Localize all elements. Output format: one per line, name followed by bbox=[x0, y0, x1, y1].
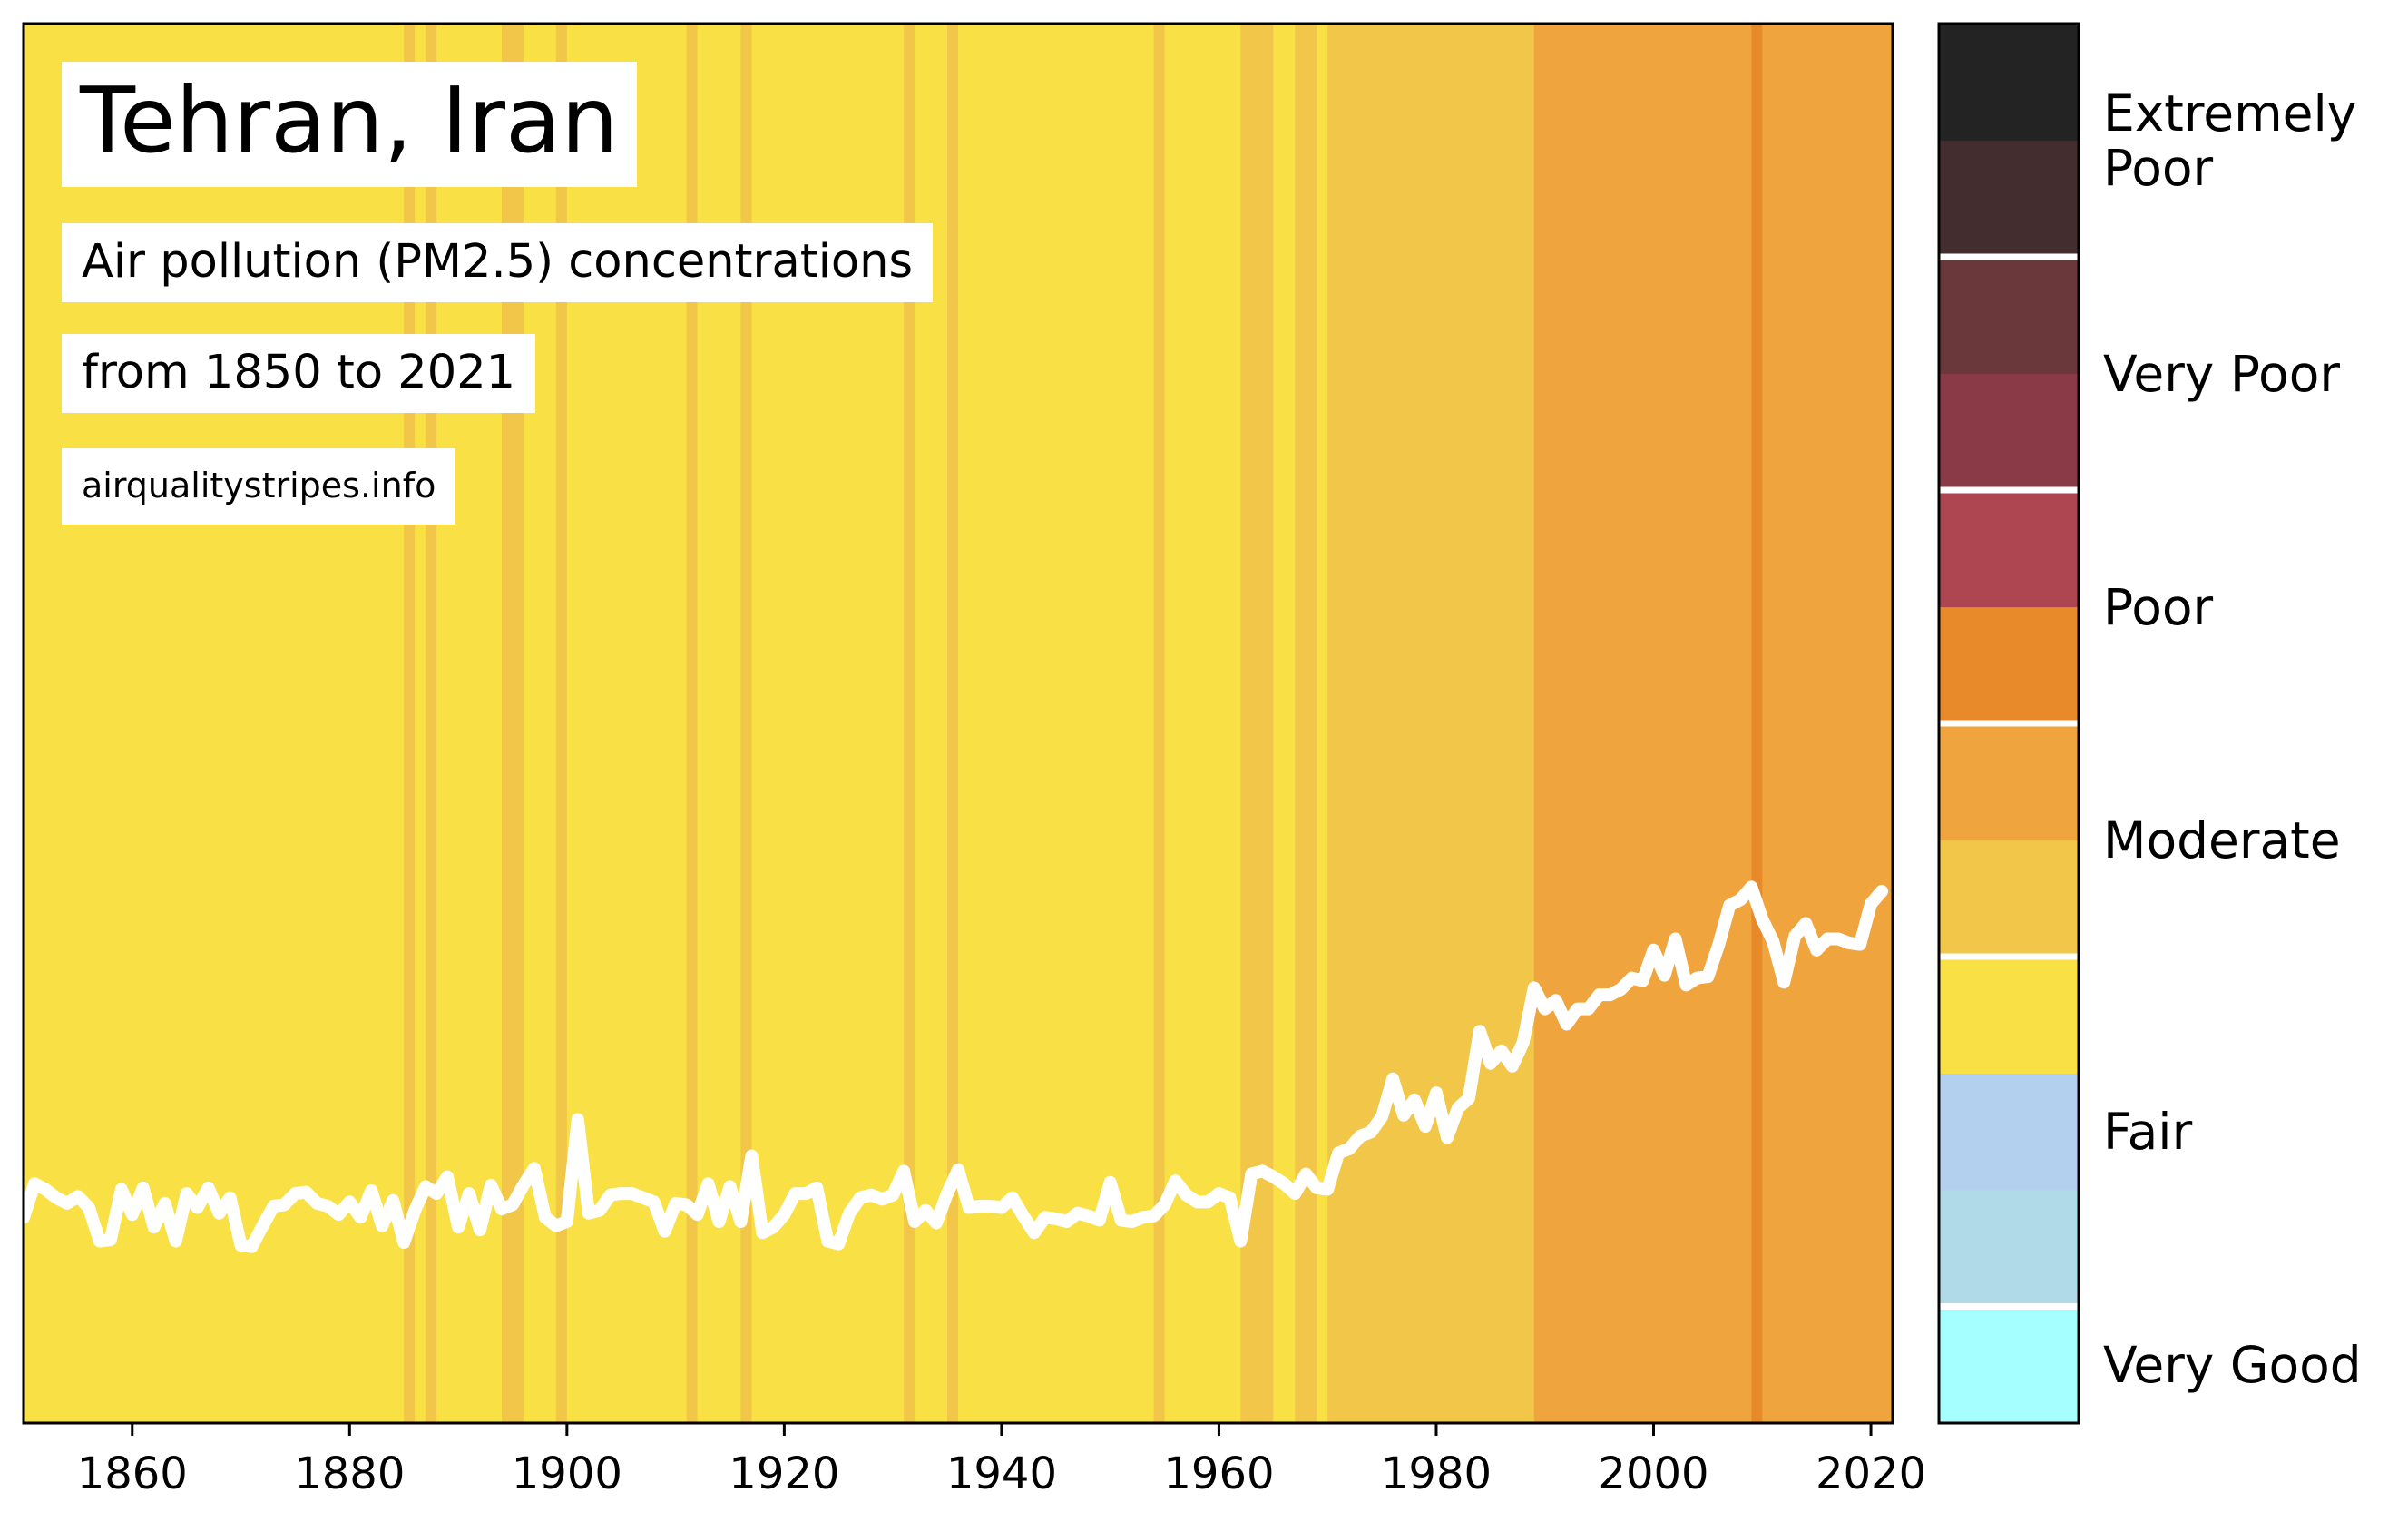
stripe-1931 bbox=[904, 24, 915, 1423]
pm25-trend-line bbox=[17, 880, 1888, 1253]
stripe-1965 bbox=[1273, 24, 1296, 1423]
x-tick-label-1900: 1900 bbox=[512, 1448, 622, 1499]
x-tick-label-1920: 1920 bbox=[729, 1448, 839, 1499]
colorbar-segment-0 bbox=[1939, 1306, 2079, 1424]
stripe-2009 bbox=[1751, 24, 1763, 1423]
colorbar-segment-1 bbox=[1939, 1190, 2079, 1308]
x-tick-label-1980: 1980 bbox=[1381, 1448, 1492, 1499]
colorbar-label-very-poor: Very Poor bbox=[2103, 344, 2340, 403]
x-tick-label-1940: 1940 bbox=[946, 1448, 1057, 1499]
colorbar-label-extremely-poor: Extremely Poor bbox=[2103, 83, 2357, 197]
chart-title: Tehran, Iran bbox=[62, 62, 637, 187]
colorbar-segment-7 bbox=[1939, 490, 2079, 608]
stripe-1989 bbox=[1533, 24, 1752, 1423]
year-range-label: from 1850 to 2021 bbox=[62, 334, 536, 413]
colorbar-segment-8 bbox=[1939, 373, 2079, 491]
stripe-1911 bbox=[686, 24, 699, 1423]
colorbar-segment-6 bbox=[1939, 606, 2079, 724]
colorbar-segment-4 bbox=[1939, 840, 2079, 957]
plot-frame bbox=[22, 22, 1894, 1425]
colorbar-label-fair: Fair bbox=[2103, 1102, 2193, 1161]
source-url: airqualitystripes.info bbox=[62, 448, 456, 525]
stripe-1916 bbox=[740, 24, 753, 1423]
stripe-2010 bbox=[1762, 24, 1894, 1423]
stripe-1969 bbox=[1317, 24, 1328, 1423]
x-tick-label-1860: 1860 bbox=[77, 1448, 188, 1499]
colorbar-frame bbox=[1937, 22, 2080, 1425]
colorbar-label-moderate: Moderate bbox=[2103, 810, 2341, 869]
stripe-1954 bbox=[1153, 24, 1166, 1423]
chart-subtitle: Air pollution (PM2.5) concentrations bbox=[62, 223, 934, 302]
colorbar-segment-11 bbox=[1939, 24, 2079, 142]
stripe-1935 bbox=[947, 24, 959, 1423]
colorbar-label-very-good: Very Good bbox=[2103, 1335, 2362, 1394]
x-axis: 1860 1880 1900 1920 1940 1960 1980 2000 2020 bbox=[77, 1423, 1926, 1499]
stripe-1936 bbox=[958, 24, 1155, 1423]
colorbar-segment-9 bbox=[1939, 257, 2079, 375]
colorbar-label-poor: Poor bbox=[2103, 577, 2214, 636]
stripe-1970 bbox=[1327, 24, 1535, 1423]
colorbar bbox=[1937, 22, 2080, 1425]
x-tick-label-2020: 2020 bbox=[1816, 1448, 1926, 1499]
x-tick-label-1880: 1880 bbox=[294, 1448, 405, 1499]
colorbar-segment-5 bbox=[1939, 723, 2079, 841]
stripe-1967 bbox=[1295, 24, 1317, 1423]
x-tick-label-2000: 2000 bbox=[1598, 1448, 1708, 1499]
colorbar-segment-10 bbox=[1939, 140, 2079, 258]
stripe-1899 bbox=[555, 24, 568, 1423]
colorbar-segment-3 bbox=[1939, 957, 2079, 1075]
x-tick-label-1960: 1960 bbox=[1163, 1448, 1274, 1499]
colorbar-segment-2 bbox=[1939, 1073, 2079, 1191]
